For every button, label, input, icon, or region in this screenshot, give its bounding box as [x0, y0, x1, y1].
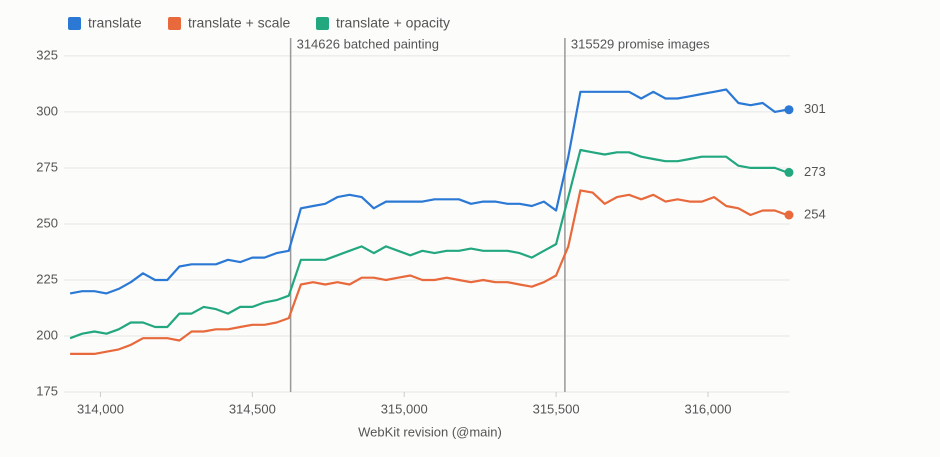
y-tick-label: 200 [36, 327, 58, 342]
legend-label: translate [88, 15, 142, 31]
x-tick-label: 315,000 [381, 401, 428, 416]
series-line [69, 88, 788, 295]
y-tick-label: 250 [36, 215, 58, 230]
annotation-label: 315529 promise images [571, 36, 710, 51]
end-point [784, 210, 794, 220]
end-point [784, 105, 794, 115]
end-label: 301 [804, 101, 826, 116]
y-tick-label: 175 [36, 383, 58, 398]
x-tick-label: 315,500 [533, 401, 580, 416]
series-line [69, 148, 788, 340]
y-tick-label: 325 [36, 47, 58, 62]
end-point [784, 167, 794, 177]
legend-label: translate + opacity [336, 15, 450, 31]
y-tick-label: 275 [36, 159, 58, 174]
end-label: 273 [804, 164, 826, 179]
x-tick-label: 314,500 [229, 401, 276, 416]
legend-label: translate + scale [188, 15, 291, 31]
legend-swatch [68, 17, 81, 30]
x-axis-label: WebKit revision (@main) [358, 424, 502, 439]
y-tick-label: 225 [36, 271, 58, 286]
end-label: 254 [804, 206, 826, 221]
legend-swatch [316, 17, 329, 30]
legend-swatch [168, 17, 181, 30]
x-tick-label: 316,000 [684, 401, 731, 416]
y-tick-label: 300 [36, 103, 58, 118]
annotation-label: 314626 batched painting [297, 36, 439, 51]
series-line [70, 189, 788, 355]
x-tick-label: 314,000 [77, 401, 124, 416]
